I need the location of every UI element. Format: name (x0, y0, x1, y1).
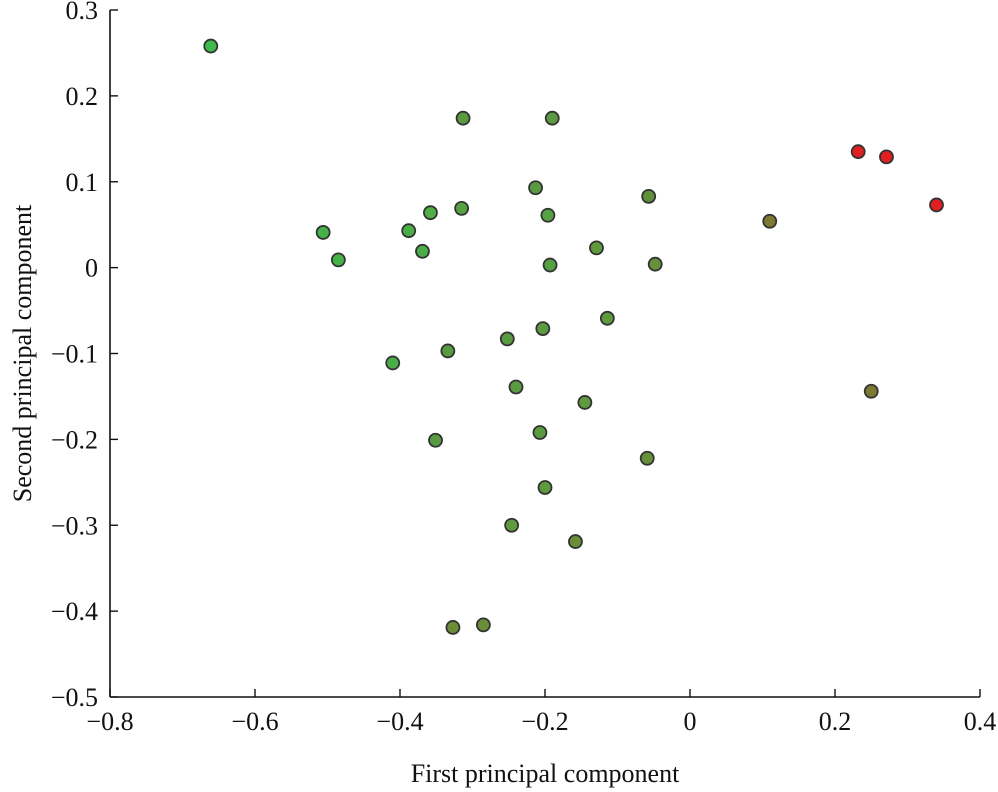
data-point (330, 252, 346, 268)
axes: −0.8 −0.6 −0.4 −0.2 0 0.2 0.4 −0.5 −0.4 −0.3 −0.2 −… (51, 0, 996, 736)
y-tick-label: 0.3 (66, 0, 99, 25)
data-point (415, 243, 430, 259)
data-point (385, 355, 401, 371)
data-point (879, 149, 894, 165)
data-point (929, 197, 944, 213)
x-tick-label: −0.6 (231, 707, 278, 736)
data-point (535, 321, 551, 336)
data-point (445, 620, 461, 635)
x-tick-label: 0 (684, 707, 697, 736)
x-tick-label: −0.4 (376, 707, 423, 736)
data-point (401, 223, 417, 239)
data-point (508, 379, 524, 395)
data-point (639, 450, 655, 466)
data-point (542, 257, 558, 273)
y-tick-label: −0.2 (51, 425, 98, 454)
data-point (647, 256, 663, 272)
data-point (455, 110, 471, 126)
data-point (528, 180, 543, 196)
x-tick-label: 0.2 (819, 707, 852, 736)
data-point (568, 534, 583, 549)
data-point (577, 395, 593, 410)
x-tick-label: −0.8 (86, 707, 133, 736)
data-point (428, 432, 443, 448)
data-point (423, 205, 438, 221)
y-tick-label: 0 (85, 254, 98, 283)
y-tick-label: −0.1 (51, 340, 98, 369)
data-point (589, 240, 604, 256)
data-point (440, 343, 456, 359)
y-tick-label: 0.1 (66, 168, 99, 197)
y-tick-label: −0.3 (51, 511, 98, 540)
y-axis-title: Second principal component (8, 204, 37, 502)
data-point (599, 310, 615, 326)
y-tick-label: 0.2 (66, 82, 99, 111)
x-axis-title: First principal component (411, 759, 680, 788)
data-point (641, 188, 657, 204)
data-point (203, 38, 219, 54)
data-point (499, 331, 515, 347)
data-point (544, 110, 560, 126)
data-point (850, 144, 866, 160)
points-layer (203, 38, 944, 635)
x-tick-label: 0.4 (964, 707, 997, 736)
data-point (540, 207, 556, 223)
data-point (504, 517, 520, 533)
data-point (762, 213, 778, 229)
x-tick-label: −0.2 (521, 707, 568, 736)
data-point (454, 200, 470, 216)
data-point (537, 480, 553, 495)
data-point (863, 383, 879, 399)
y-tick-label: −0.4 (51, 597, 98, 626)
data-point (315, 225, 331, 240)
y-tick-label: −0.5 (51, 683, 98, 712)
data-point (532, 425, 548, 440)
data-point (475, 617, 491, 633)
